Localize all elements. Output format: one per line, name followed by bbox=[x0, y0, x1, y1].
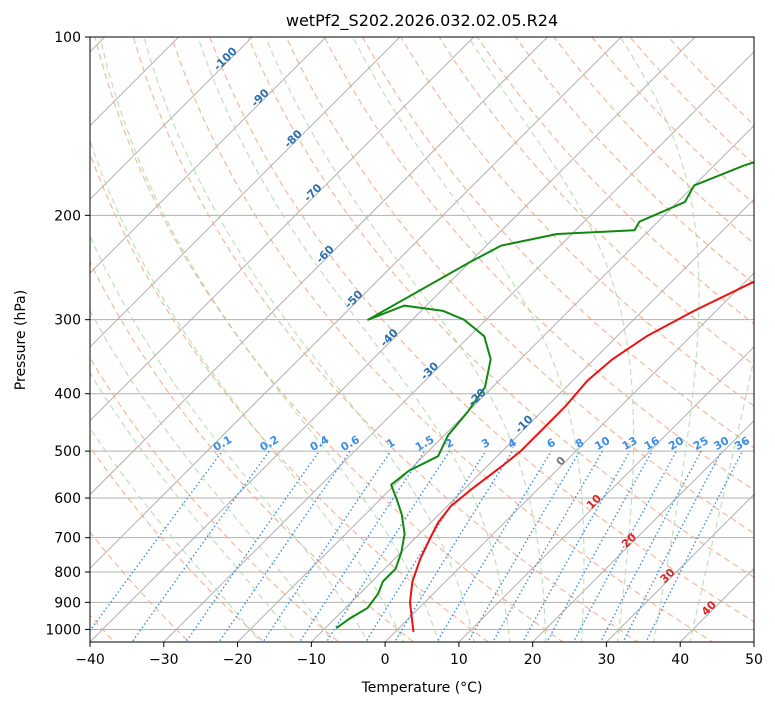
x-tick-label: −20 bbox=[223, 652, 253, 668]
mixing-ratio-line bbox=[492, 450, 604, 642]
isotherm-gridline bbox=[458, 346, 754, 642]
y-tick-label: 500 bbox=[54, 444, 81, 460]
chart-title: wetPf2_S202.2026.032.02.05.R24 bbox=[286, 11, 558, 31]
mixing-ratio-line bbox=[364, 450, 487, 642]
mixing-ratio-line bbox=[131, 450, 270, 642]
isotherm-gridline bbox=[310, 198, 754, 642]
dry-adiabat bbox=[90, 151, 490, 642]
dry-adiabat bbox=[323, 37, 754, 492]
dry-adiabat bbox=[514, 37, 754, 285]
isotherm-gridline bbox=[384, 272, 754, 642]
x-tick-label: 50 bbox=[745, 652, 763, 668]
x-tick-label: 20 bbox=[524, 652, 542, 668]
moist-adiabat bbox=[90, 309, 333, 642]
mixing-ratio-line bbox=[572, 450, 678, 642]
x-tick-label: −10 bbox=[297, 652, 327, 668]
moist-adiabat bbox=[90, 234, 369, 642]
y-axis: 100 200 300 400 500 600 700 800 900 1000 bbox=[45, 30, 90, 638]
mixing-ratio-line bbox=[393, 450, 513, 642]
y-tick-label: 1000 bbox=[45, 622, 81, 638]
moist-adiabat bbox=[90, 426, 262, 642]
mixing-ratio-line bbox=[467, 450, 581, 642]
x-tick-label: −30 bbox=[149, 652, 179, 668]
mixing-ratio-line bbox=[546, 450, 653, 642]
isotherm-gridline bbox=[90, 37, 696, 642]
x-tick-label: 30 bbox=[598, 652, 616, 668]
dry-adiabat bbox=[285, 37, 754, 535]
mixing-ratio-line bbox=[521, 450, 631, 642]
dry-adiabat bbox=[361, 37, 754, 449]
x-tick-label: 40 bbox=[671, 652, 689, 668]
y-tick-label: 100 bbox=[54, 30, 81, 46]
moist-adiabat bbox=[90, 138, 405, 642]
moist-adiabat bbox=[689, 355, 754, 642]
mixing-ratio-line bbox=[436, 450, 552, 642]
moist-adiabat bbox=[265, 37, 547, 642]
isotherm-gridline bbox=[236, 124, 754, 642]
y-tick-label: 200 bbox=[54, 208, 81, 224]
plot-series-layer bbox=[335, 161, 754, 633]
dry-adiabat bbox=[94, 37, 565, 642]
isotherm-gridline bbox=[90, 37, 327, 274]
moist-adiabat bbox=[619, 37, 700, 642]
isotherm-gridline bbox=[90, 37, 475, 422]
y-tick-label: 300 bbox=[54, 313, 81, 329]
mixing-ratio-line bbox=[599, 450, 702, 642]
dry-adiabat bbox=[247, 37, 754, 578]
mixing-ratio-line bbox=[325, 450, 451, 642]
isotherm-gridline bbox=[531, 419, 754, 642]
x-tick-label: 0 bbox=[381, 652, 390, 668]
dry-adiabat bbox=[90, 445, 265, 642]
dry-adiabat bbox=[170, 37, 714, 642]
y-tick-label: 700 bbox=[54, 531, 81, 547]
mixing-ratio-line bbox=[262, 450, 392, 642]
isotherm-gridline bbox=[90, 37, 180, 127]
x-axis: −40 −30 −20 −10 0 10 20 30 40 50 bbox=[75, 642, 763, 668]
mixing-ratio-line bbox=[90, 450, 223, 632]
isotherm-gridline bbox=[90, 37, 549, 496]
moist-adiabat bbox=[352, 37, 585, 642]
isotherm-gridline bbox=[90, 37, 622, 569]
mixing-ratio-line bbox=[298, 450, 426, 642]
dewpoint-profile-line bbox=[335, 161, 754, 630]
x-tick-label: −40 bbox=[75, 652, 105, 668]
dry-adiabat bbox=[209, 37, 754, 623]
x-tick-label: 10 bbox=[450, 652, 468, 668]
mixing-ratio-line bbox=[218, 450, 351, 642]
moist-adiabat bbox=[467, 37, 635, 642]
moist-adiabat bbox=[197, 37, 511, 642]
isotherm-gridline bbox=[90, 37, 401, 348]
dry-adiabat bbox=[90, 260, 415, 642]
y-tick-label: 800 bbox=[54, 565, 81, 581]
plot-background-layers bbox=[90, 37, 754, 642]
isotherm-gridline bbox=[605, 493, 754, 642]
x-axis-label: Temperature (°C) bbox=[361, 680, 483, 696]
moist-adiabat bbox=[99, 37, 440, 642]
y-tick-label: 900 bbox=[54, 595, 81, 611]
temperature-profile-line bbox=[409, 280, 754, 633]
moist-adiabat bbox=[143, 37, 475, 642]
dry-adiabat bbox=[476, 37, 754, 325]
dry-adiabat bbox=[90, 356, 340, 642]
isotherm-gridline bbox=[90, 37, 254, 201]
moist-adiabat bbox=[90, 371, 298, 642]
y-axis-label: Pressure (hPa) bbox=[13, 290, 29, 390]
dry-adiabat bbox=[132, 37, 639, 642]
plot-frame bbox=[89, 36, 755, 643]
dry-adiabat bbox=[90, 531, 190, 642]
y-tick-label: 600 bbox=[54, 491, 81, 507]
y-tick-label: 400 bbox=[54, 387, 81, 403]
